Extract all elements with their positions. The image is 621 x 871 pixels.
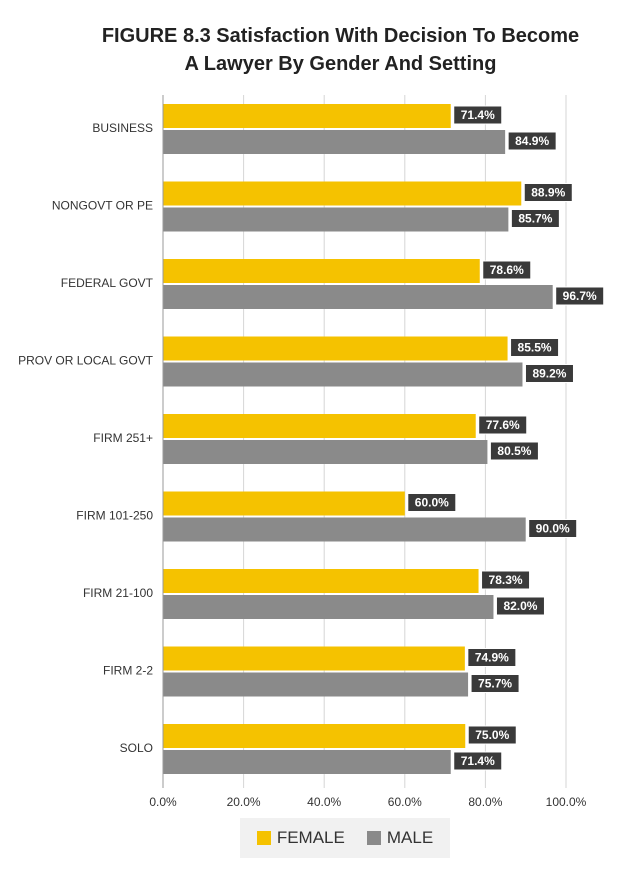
data-label-box (467, 725, 517, 745)
bar-female (163, 491, 405, 516)
category-label: FIRM 251+ (93, 431, 153, 445)
data-label: 60.0% (415, 496, 449, 510)
bar-male (163, 750, 451, 774)
bar-male (163, 207, 509, 232)
x-tick-label: 80.0% (468, 795, 502, 809)
data-label: 82.0% (503, 599, 537, 613)
data-label-box (528, 519, 578, 538)
data-label: 85.5% (518, 341, 552, 355)
bar-male (163, 440, 488, 464)
chart-title-line1: FIGURE 8.3 Satisfaction With Decision To… (101, 25, 580, 47)
x-tick-label: 20.0% (227, 795, 261, 809)
data-label-box (523, 183, 573, 202)
data-label-box (510, 209, 560, 228)
data-label-box (453, 751, 503, 771)
data-label-box (407, 493, 457, 512)
data-label: 88.9% (531, 186, 565, 200)
data-label: 89.2% (532, 367, 566, 381)
category-label: FIRM 101-250 (76, 509, 153, 523)
chart-title-line2: A Lawyer By Gender And Setting (184, 53, 497, 75)
bar-female (163, 181, 522, 206)
data-label: 75.0% (475, 728, 509, 742)
x-tick-label: 0.0% (149, 795, 177, 809)
data-label-box (470, 674, 520, 693)
data-label-box (507, 131, 557, 151)
chart-title: FIGURE 8.3 Satisfaction With Decision To… (60, 22, 621, 78)
legend-label-male: MALE (386, 828, 434, 847)
data-label-box (467, 648, 517, 667)
legend-swatch-female (256, 831, 271, 845)
x-tick-label: 40.0% (307, 795, 341, 809)
category-label: FIRM 2-2 (103, 664, 153, 678)
category-label: PROV OR LOCAL GOVT (18, 354, 154, 368)
data-label: 71.4% (461, 754, 495, 768)
bar-female (163, 646, 465, 671)
data-label-box (481, 570, 531, 590)
bar-male (163, 130, 506, 154)
category-label: FIRM 21-100 (83, 586, 153, 600)
x-tick-label: 100.0% (546, 795, 587, 809)
data-label: 85.7% (518, 212, 552, 226)
data-label: 74.9% (475, 651, 509, 665)
x-tick-label: 60.0% (388, 795, 422, 809)
data-label-box (495, 596, 545, 616)
legend-swatch-male (366, 831, 381, 845)
bar-male (163, 517, 526, 542)
bar-female (163, 724, 466, 748)
data-label-box (524, 364, 574, 383)
bar-male (163, 672, 469, 697)
category-label: NONGOVT OR PE (52, 199, 153, 213)
category-label: BUSINESS (92, 121, 153, 135)
bar-male (163, 362, 523, 387)
data-label-box (453, 105, 503, 125)
bar-female (163, 336, 508, 361)
data-label-box (555, 286, 605, 306)
data-label: 96.7% (563, 289, 597, 303)
data-label: 71.4% (461, 108, 495, 122)
data-label: 78.6% (490, 263, 524, 277)
data-label-box (482, 260, 532, 280)
category-label: FEDERAL GOVT (61, 276, 154, 290)
data-label-box (510, 338, 560, 357)
legend-item-female: FEMALE (256, 828, 345, 848)
bar-female (163, 259, 480, 283)
data-label: 77.6% (486, 418, 520, 432)
data-label-box (478, 415, 528, 435)
bar-female (163, 414, 476, 438)
legend: FEMALE MALE (240, 818, 450, 858)
data-label: 78.3% (489, 573, 523, 587)
data-label: 75.7% (478, 677, 512, 691)
data-label: 84.9% (515, 134, 549, 148)
legend-item-male: MALE (366, 828, 434, 848)
bar-female (163, 569, 479, 593)
data-label: 90.0% (536, 522, 570, 536)
bar-female (163, 104, 451, 128)
category-label: SOLO (120, 741, 153, 755)
legend-label-female: FEMALE (276, 828, 345, 847)
bar-male (163, 595, 494, 619)
bar-male (163, 285, 553, 309)
data-label-box (489, 441, 539, 461)
data-label: 80.5% (497, 444, 531, 458)
